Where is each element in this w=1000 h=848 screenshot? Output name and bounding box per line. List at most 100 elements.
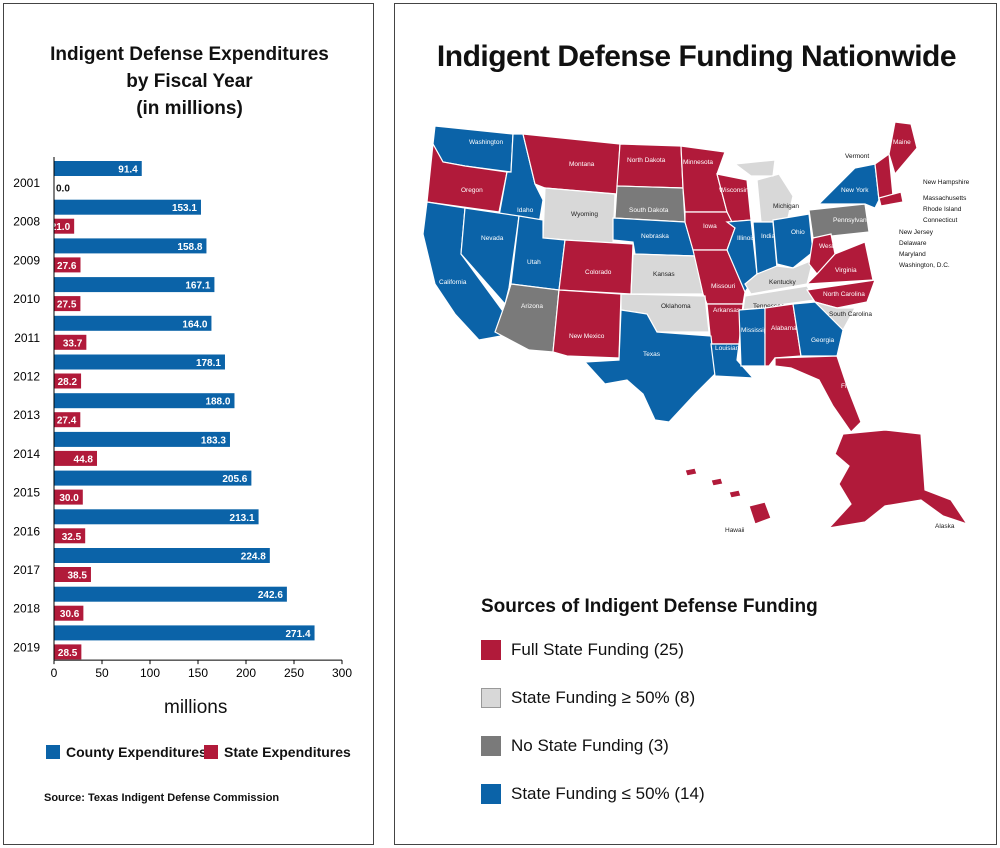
map-legend-title: Sources of Indigent Defense Funding bbox=[481, 596, 818, 617]
county-value-label: 183.3 bbox=[201, 435, 226, 446]
map-legend-state-ge50: State Funding ≥ 50% (8) bbox=[481, 688, 695, 708]
label-north-carolina: North Carolina bbox=[823, 291, 865, 298]
state-alaska bbox=[827, 429, 969, 529]
label-minnesota: Minnesota bbox=[683, 159, 713, 166]
label-washington: Washington bbox=[469, 139, 503, 146]
label-pennsylvania: Pennsylvania bbox=[833, 217, 872, 224]
county-value-label: 213.1 bbox=[230, 513, 255, 524]
label-texas: Texas bbox=[643, 351, 661, 358]
county-bar bbox=[54, 431, 230, 447]
chart-title-line-1: Indigent Defense Expenditures bbox=[50, 44, 329, 65]
y-tick-label: 2019 bbox=[13, 640, 40, 654]
map-legend-no-state-label: No State Funding (3) bbox=[511, 736, 669, 755]
label-wisconsin: Wisconsin bbox=[719, 187, 749, 194]
label-mississippi: Mississippi bbox=[741, 327, 772, 334]
source-note: Source: Texas Indigent Defense Commissio… bbox=[44, 792, 280, 804]
label-hawaii: Hawaii bbox=[725, 527, 745, 534]
county-value-label: 91.4 bbox=[118, 165, 138, 176]
state-iowa bbox=[684, 211, 736, 251]
legend-county: County Expenditures bbox=[46, 744, 207, 760]
label-maine: Maine bbox=[893, 139, 911, 146]
funding-map-panel: Indigent Defense Funding Nationwide Wash… bbox=[394, 3, 997, 845]
state-bar bbox=[54, 296, 81, 312]
county-bar bbox=[54, 586, 287, 602]
map-legend-state-le50: State Funding ≤ 50% (14) bbox=[481, 784, 705, 804]
label-alabama: Alabama bbox=[771, 325, 797, 332]
county-bar bbox=[54, 161, 142, 176]
y-tick-label: 2001 bbox=[13, 176, 40, 190]
state-value-label: 27.6 bbox=[57, 261, 77, 272]
legend-state-label: State Expenditures bbox=[224, 744, 351, 760]
label-south-dakota: South Dakota bbox=[629, 207, 669, 214]
county-bar bbox=[54, 238, 207, 254]
county-value-label: 242.6 bbox=[258, 590, 283, 601]
label-idaho: Idaho bbox=[517, 207, 534, 214]
label-wyoming: Wyoming bbox=[571, 211, 598, 218]
state-bar bbox=[54, 450, 98, 466]
label-nevada: Nevada bbox=[481, 235, 504, 242]
county-value-label: 178.1 bbox=[196, 358, 221, 369]
y-tick-label: 2018 bbox=[13, 602, 40, 616]
label-new-york: New York bbox=[841, 187, 869, 194]
y-tick-label: 2013 bbox=[13, 408, 40, 422]
label-north-dakota: North Dakota bbox=[627, 157, 666, 164]
state-bar bbox=[54, 334, 87, 350]
legend-county-swatch bbox=[46, 745, 60, 759]
x-tick-label: 200 bbox=[236, 666, 256, 680]
state-bar bbox=[54, 605, 84, 621]
state-value-label: 28.5 bbox=[58, 648, 78, 659]
state-ohio bbox=[772, 213, 814, 269]
state-vermont-nh bbox=[874, 152, 894, 201]
label-massachusetts: Massachusetts bbox=[923, 195, 967, 202]
state-kentucky bbox=[744, 259, 814, 295]
x-tick-label: 300 bbox=[332, 666, 352, 680]
county-value-label: 224.8 bbox=[241, 552, 266, 563]
map-legend-state-ge50-swatch bbox=[481, 688, 501, 708]
map-legend-no-state-swatch bbox=[481, 736, 501, 756]
state-value-label: 38.5 bbox=[67, 571, 87, 582]
x-tick-label: 150 bbox=[188, 666, 208, 680]
state-texas bbox=[583, 309, 716, 423]
label-louisiana: Louisiana bbox=[715, 345, 743, 352]
y-tick-label: 2015 bbox=[13, 486, 40, 500]
map-title: Indigent Defense Funding Nationwide bbox=[436, 40, 957, 73]
x-tick-label: 0 bbox=[51, 666, 58, 680]
label-tennessee: Tennessee bbox=[753, 303, 785, 310]
county-value-label: 164.0 bbox=[182, 319, 207, 330]
x-tick-label: 100 bbox=[140, 666, 160, 680]
y-tick-label: 2010 bbox=[13, 292, 40, 306]
label-alaska: Alaska bbox=[935, 523, 955, 530]
x-tick-label: 50 bbox=[95, 666, 109, 680]
y-tick-label: 2014 bbox=[13, 447, 40, 461]
county-bar bbox=[54, 548, 270, 563]
county-value-label: 188.0 bbox=[205, 397, 230, 408]
map-legend-full-state-swatch bbox=[481, 640, 501, 660]
legend-state-swatch bbox=[204, 745, 218, 759]
legend-county-label: County Expenditures bbox=[66, 744, 207, 760]
map-legend-full-state: Full State Funding (25) bbox=[481, 640, 684, 660]
county-value-label: 153.1 bbox=[172, 203, 197, 214]
state-michigan bbox=[733, 159, 794, 223]
map-legend-no-state: No State Funding (3) bbox=[481, 736, 669, 756]
county-value-label: 205.6 bbox=[222, 474, 247, 485]
state-north-carolina bbox=[805, 279, 876, 309]
label-vermont: Vermont bbox=[845, 153, 869, 160]
label-south-carolina: South Carolina bbox=[829, 311, 872, 318]
state-new-york bbox=[817, 163, 880, 209]
map-legend-full-state-label: Full State Funding (25) bbox=[511, 640, 684, 659]
state-north-dakota bbox=[616, 143, 684, 189]
label-montana: Montana bbox=[569, 161, 595, 168]
state-maine bbox=[888, 121, 918, 176]
state-pennsylvania bbox=[808, 203, 870, 239]
label-connecticut: Connecticut bbox=[923, 217, 958, 224]
state-new-mexico bbox=[552, 289, 622, 359]
county-bar bbox=[54, 354, 225, 370]
state-bar bbox=[54, 567, 91, 582]
y-tick-label: 2009 bbox=[13, 253, 40, 267]
county-bar bbox=[54, 277, 215, 293]
map-legend-state-ge50-label: State Funding ≥ 50% (8) bbox=[511, 688, 696, 707]
state-value-label: 28.2 bbox=[58, 377, 78, 388]
state-virginia bbox=[805, 241, 874, 285]
chart-title-line-2: by Fiscal Year bbox=[126, 71, 253, 92]
label-oregon: Oregon bbox=[461, 187, 483, 194]
